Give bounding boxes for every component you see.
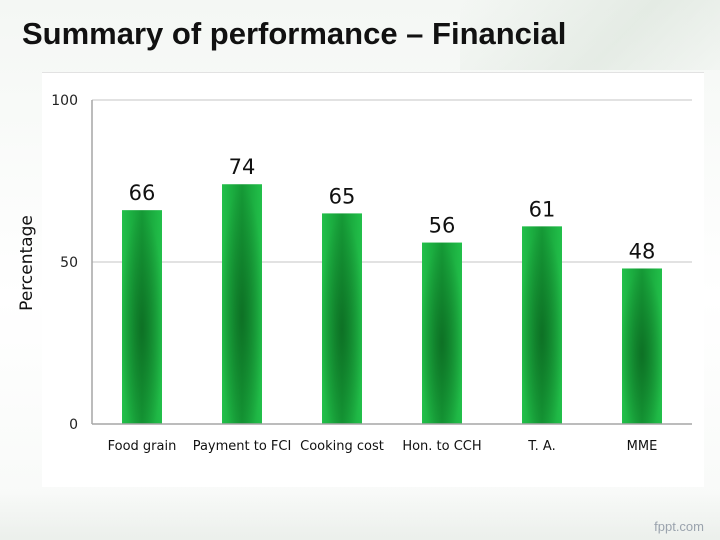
- background-decoration-bottom: [0, 490, 720, 540]
- data-label: 61: [529, 197, 556, 221]
- x-tick-label: Food grain: [108, 439, 177, 454]
- labels: 0 50 100 66 Food grain 74 Payment to FCI 65 Cook…: [51, 93, 657, 454]
- x-tick-label: T. A.: [527, 439, 555, 454]
- bar-shading: [222, 184, 262, 424]
- gridlines: [92, 99, 692, 263]
- data-label: 56: [429, 214, 456, 238]
- bar-shading: [522, 226, 562, 424]
- slide-title: Summary of performance – Financial: [22, 16, 567, 51]
- bar-shading: [422, 242, 462, 424]
- x-tick-label: MME: [627, 439, 658, 454]
- y-tick-label: 50: [60, 255, 78, 271]
- bar-shading: [322, 213, 362, 424]
- bar-shading: [622, 268, 662, 424]
- data-label: 74: [229, 155, 256, 179]
- y-tick-label: 0: [69, 417, 78, 433]
- data-label: 65: [329, 184, 356, 208]
- data-label: 66: [129, 181, 156, 205]
- y-axis-title: Percentage: [17, 215, 37, 311]
- axes: [91, 100, 692, 425]
- bars: [122, 184, 662, 424]
- x-tick-label: Payment to FCI: [193, 439, 292, 454]
- bar-chart: 0 50 100 66 Food grain 74 Payment to FCI 65 Cook…: [51, 93, 692, 454]
- x-tick-label: Hon. to CCH: [402, 439, 481, 454]
- bar-shading: [122, 210, 162, 424]
- data-label: 48: [629, 239, 656, 263]
- chart-area: 0 50 100 66 Food grain 74 Payment to FCI 65 Cook…: [42, 72, 704, 487]
- watermark: fppt.com: [654, 519, 704, 534]
- y-tick-label: 100: [51, 93, 78, 109]
- x-tick-label: Cooking cost: [300, 439, 384, 454]
